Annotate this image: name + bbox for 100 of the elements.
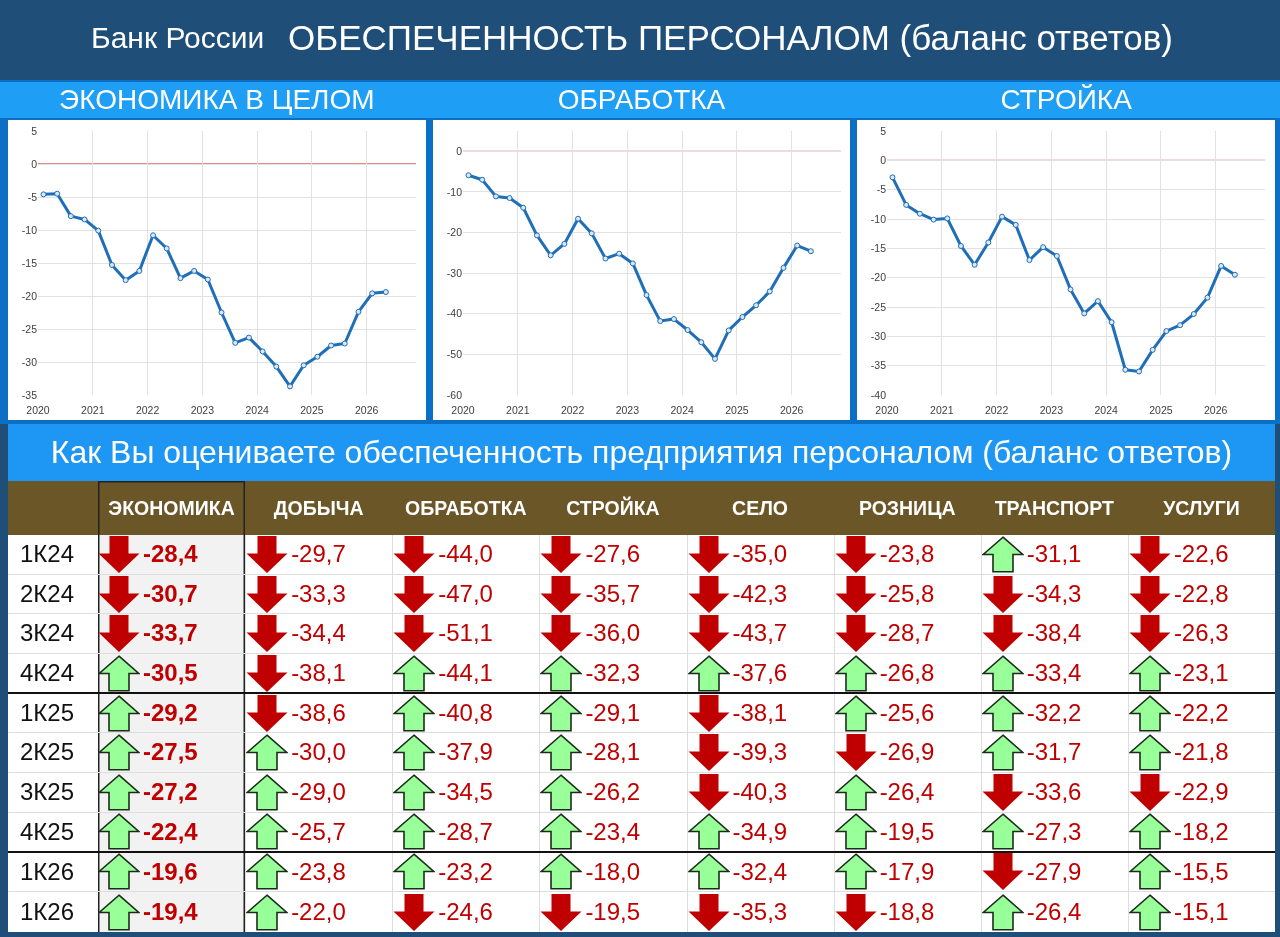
category-label: 1К26 [20,898,75,926]
text: -29,7 [291,540,346,567]
text: -34,5 [438,778,493,806]
text: -22,0 [291,898,346,926]
point [1218,262,1225,269]
point [259,348,266,355]
point [985,239,992,246]
text: -33,7 [143,619,198,647]
text: -29,0 [291,778,346,806]
category-label: 2К24 [20,579,75,607]
text: -33,4 [1026,659,1082,687]
point [465,172,472,179]
x-tick-label: 2022 [560,403,585,416]
point [355,308,362,315]
text: -18,2 [1173,817,1229,845]
text: -19,5 [879,817,935,845]
text: -28,4 [143,540,198,567]
text: -38,4 [1026,619,1082,647]
text: -26,4 [1026,898,1082,926]
category-label: ДОБЫЧА [272,496,365,521]
text: -31,1 [1026,540,1082,567]
text: -40,8 [438,698,493,726]
point [766,288,773,295]
point [1095,298,1102,305]
point [273,363,280,370]
y-tick-label: -15 [21,256,38,269]
point [930,216,937,223]
text: -29,1 [585,698,641,726]
text: -22,8 [1173,579,1229,607]
category-label: 1К26 [20,857,75,885]
point [1013,221,1020,228]
y-tick-label: 0 [880,154,887,167]
point [232,339,239,346]
x-tick-label: 2025 [300,403,324,416]
point [122,277,129,284]
point [629,260,636,267]
point [1204,294,1211,301]
point [1054,252,1061,259]
text: -51,1 [438,619,493,647]
text: -27,6 [585,540,641,567]
point [506,195,513,202]
point [478,176,485,183]
y-tick-label: -50 [446,348,462,361]
y-tick-label: -35 [21,388,38,401]
point [670,316,677,323]
point [615,250,622,257]
category-label: 2К25 [20,738,75,766]
text: -23,4 [585,817,641,845]
y-tick-label: -5 [876,183,887,196]
point [739,314,746,321]
text: -27,5 [143,738,198,766]
text: -33,6 [1026,778,1082,806]
text: -32,4 [732,857,788,885]
text: Банк России [91,20,265,56]
text: -26,2 [585,778,641,806]
point [574,215,581,222]
point [793,242,800,249]
text: -25,8 [879,579,935,607]
point [971,261,978,268]
y-tick-label: -40 [871,388,887,401]
text: -38,6 [291,698,346,726]
text: -29,2 [143,698,198,726]
text: Как Вы оцениваете обеспеченность предприятия персоналом (баланс ответов) [8,424,1275,481]
text: -31,7 [1026,738,1082,766]
chart-title: ОБРАБОТКА [556,83,727,117]
point [602,255,609,262]
point [314,353,321,360]
point [697,339,704,346]
x-tick-label: 2024 [1094,403,1119,416]
point [1177,322,1184,329]
x-tick-label: 2023 [615,403,639,416]
y-tick-label: -35 [871,359,887,372]
text: -19,6 [143,857,198,885]
y-tick-label: -30 [446,266,462,279]
point [163,245,170,252]
text: -15,1 [1173,898,1229,926]
point [382,289,389,296]
point [889,174,896,181]
y-tick-label: -25 [21,322,38,335]
point [191,267,198,274]
y-tick-label: 5 [880,124,887,137]
point [725,327,732,334]
x-tick-label: 2022 [135,403,160,416]
category-label: ТРАНСПОРТ [993,496,1115,521]
text: -23,8 [291,857,346,885]
x-tick-label: 2020 [26,403,50,416]
point [1232,271,1239,278]
point [328,342,335,349]
point [341,340,348,347]
x-tick-label: 2026 [1204,403,1228,416]
category-label: 1К24 [20,540,75,567]
y-tick-label: -25 [871,300,887,313]
category-label: 3К25 [20,778,75,806]
text: -33,3 [291,579,346,607]
text: -23,8 [879,540,935,567]
point [1026,257,1033,264]
text: -22,9 [1173,778,1229,806]
category-label: СЕЛО [731,496,790,521]
y-tick-label: -15 [871,242,887,255]
point [519,204,526,211]
